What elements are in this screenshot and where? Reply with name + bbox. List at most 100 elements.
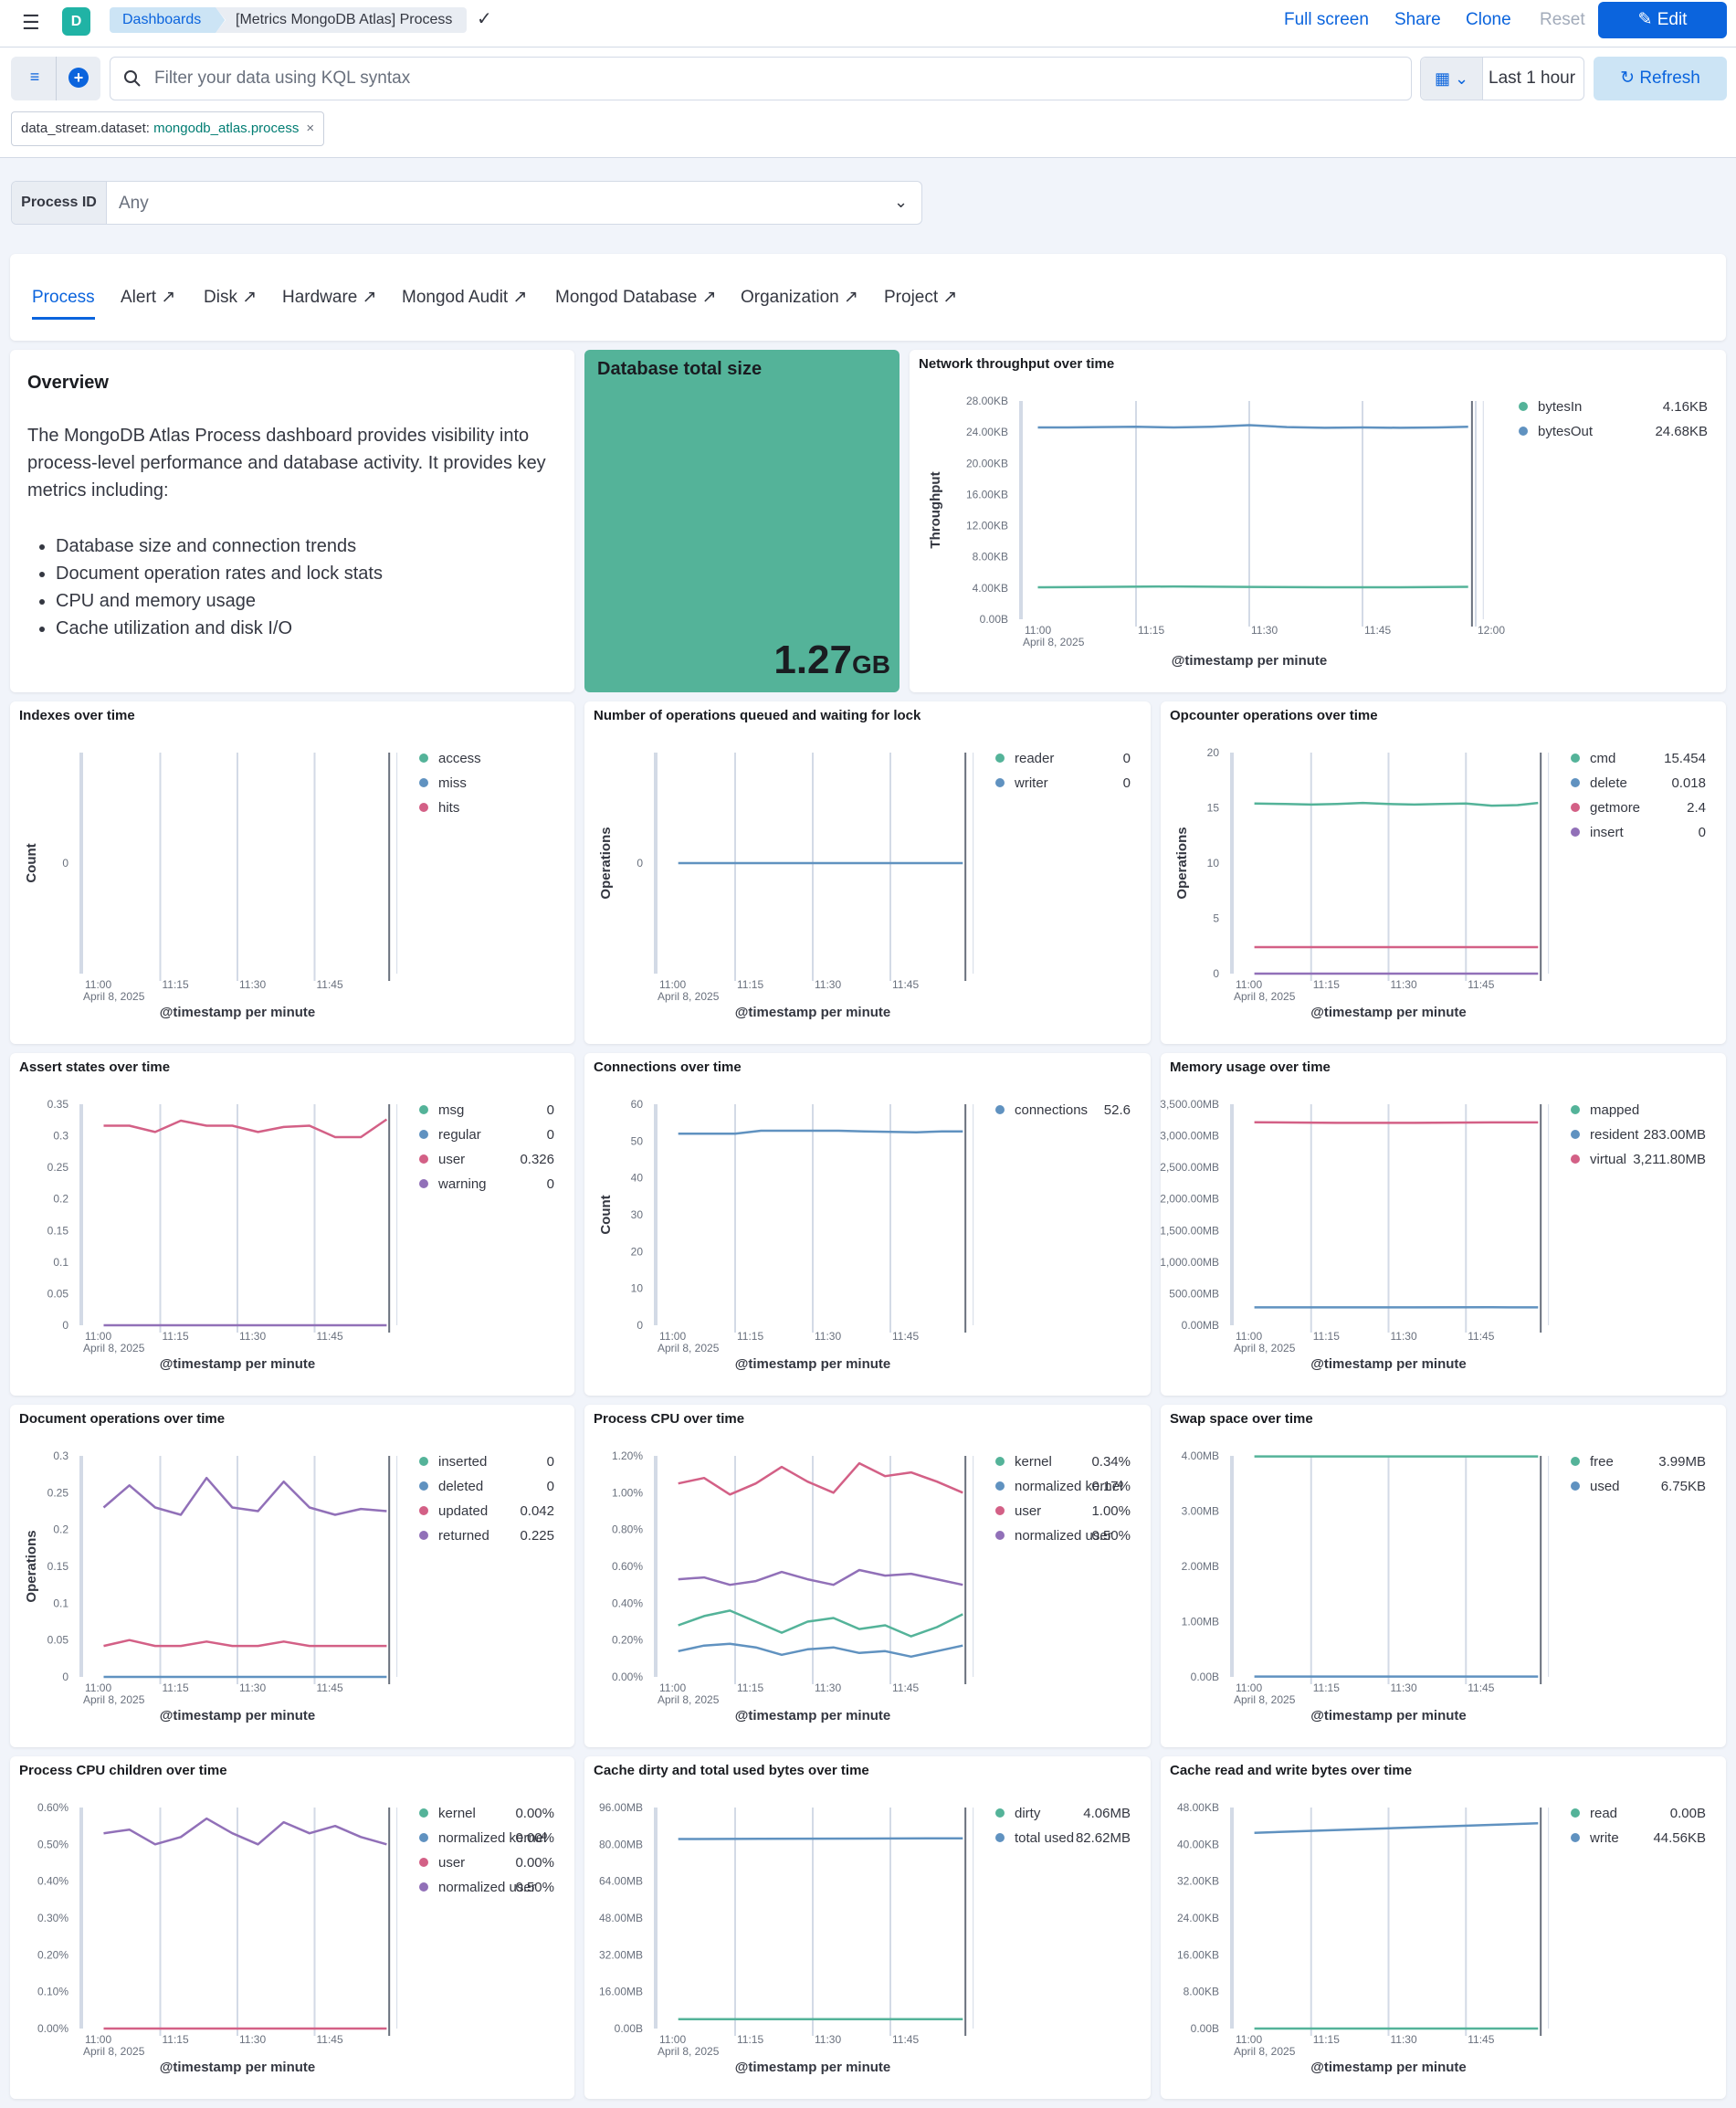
x-tick-label: 11:45 [317, 1330, 343, 1343]
x-tick-label: 11:30 [1391, 1681, 1417, 1694]
legend-label: free [1590, 1454, 1614, 1470]
y-tick-label: 0.60% [37, 1801, 68, 1814]
chart-svg: 11:00 11:15 11:30 11:45 April 8, 2025 0.00B 16… [599, 1801, 1131, 2075]
legend-value: 0.34% [1091, 1454, 1131, 1470]
calendar-icon[interactable]: ▦ ⌄ [1421, 58, 1483, 100]
legend-label: user [1015, 1503, 1041, 1519]
x-tick-label: 11:00 [659, 2033, 686, 2046]
cache-rw-panel: Cache read and write bytes over time 11:0… [1161, 1756, 1726, 2099]
full-screen-link[interactable]: Full screen [1284, 10, 1369, 29]
y-tick-label: 80.00MB [599, 1838, 643, 1850]
kql-search-input[interactable] [154, 65, 1387, 92]
x-tick-label: 11:30 [1391, 2033, 1417, 2046]
x-tick-label: 11:45 [1364, 624, 1391, 637]
tab-process[interactable]: Process [32, 288, 95, 320]
x-axis-title: @timestamp per minute [160, 1005, 316, 1020]
search-icon [124, 70, 141, 87]
chart-svg: 11:00 11:15 11:30 11:45 April 8, 2025 0.00B 8.… [1177, 1801, 1706, 2075]
legend-label: reader [1015, 751, 1054, 766]
breadcrumb-dashboards[interactable]: Dashboards [110, 7, 226, 33]
legend-label: user [438, 1152, 465, 1167]
tab-alert[interactable]: Alert ↗ [121, 287, 175, 309]
y-axis-title: Count [24, 843, 39, 882]
legend-dot [995, 1481, 1005, 1491]
x-tick-label: 11:00 [85, 1681, 111, 1694]
x-tick-label: 11:30 [239, 978, 266, 991]
legend-value: 0.50% [515, 1880, 554, 1895]
metric-value: 1.27GB [773, 638, 890, 683]
legend-dot [1571, 1154, 1580, 1164]
refresh-button[interactable]: ↻ Refresh [1594, 57, 1727, 100]
legend-label: returned [438, 1528, 489, 1544]
tab-project[interactable]: Project ↗ [884, 287, 957, 309]
x-tick-label: 11:00 [1236, 2033, 1262, 2046]
tab-label: Organization [741, 288, 839, 307]
y-tick-label: 50 [631, 1134, 644, 1147]
legend-label: miss [438, 775, 467, 791]
check-icon[interactable]: ✓ [477, 9, 492, 29]
tab-disk[interactable]: Disk ↗ [204, 287, 257, 309]
share-link[interactable]: Share [1394, 10, 1441, 29]
y-tick-label: 1.00% [612, 1486, 643, 1499]
legend-value: 0 [1123, 775, 1131, 791]
legend-label: updated [438, 1503, 488, 1519]
panel-title: Opcounter operations over time [1170, 708, 1378, 723]
chart-svg: 11:00 11:15 11:30 11:45 April 8, 2025 0 0.05 0.… [24, 1449, 554, 1723]
y-tick-label: 0.00B [1191, 2022, 1219, 2035]
filter-pill[interactable]: data_stream.dataset: mongodb_atlas.proce… [11, 111, 325, 146]
x-tick-label: 11:15 [163, 1330, 189, 1343]
legend-value: 0.00% [515, 1830, 554, 1846]
y-tick-label: 0.00MB [1182, 1319, 1219, 1332]
legend-label: insert [1590, 825, 1625, 840]
date-picker[interactable]: ▦ ⌄ Last 1 hour [1420, 57, 1584, 100]
external-link-icon: ↗ [701, 288, 717, 307]
x-date-label: April 8, 2025 [1023, 636, 1085, 648]
filter-menu-icon[interactable]: ≡ [29, 68, 40, 86]
clone-link[interactable]: Clone [1466, 10, 1511, 29]
external-link-icon: ↗ [844, 288, 858, 307]
x-tick-label: 11:00 [85, 1330, 111, 1343]
add-filter-icon[interactable]: + [68, 68, 89, 88]
legend-value: 4.06MB [1083, 1806, 1131, 1821]
legend-label: user [438, 1855, 465, 1871]
process-id-control[interactable]: Process ID Any ⌄ [11, 181, 922, 225]
tab-mongod-database[interactable]: Mongod Database ↗ [555, 287, 716, 309]
menu-icon[interactable]: ☰ [22, 11, 40, 34]
legend-dot [995, 1531, 1005, 1540]
x-date-label: April 8, 2025 [658, 2045, 720, 2058]
database-size-metric: Database total size 1.27GB [584, 350, 900, 692]
tab-mongod-audit[interactable]: Mongod Audit ↗ [402, 287, 527, 309]
y-tick-label: 8.00KB [1184, 1986, 1219, 1998]
x-date-label: April 8, 2025 [658, 1342, 720, 1354]
indexes-panel: Indexes over time 11:00 11:15 11:30 11:45 Apr… [10, 701, 574, 1044]
legend-value: 0.225 [520, 1528, 554, 1544]
edit-button[interactable]: ✎ Edit [1598, 2, 1727, 38]
legend-dot [995, 754, 1005, 763]
x-tick-label: 11:15 [737, 2033, 763, 2046]
x-tick-label: 11:00 [85, 2033, 111, 2046]
y-tick-label: 0.60% [612, 1560, 643, 1573]
x-date-label: April 8, 2025 [83, 990, 145, 1003]
space-avatar[interactable]: D [62, 7, 90, 36]
legend-value: 24.68KB [1655, 424, 1708, 439]
close-icon[interactable]: × [306, 121, 315, 136]
reset-link[interactable]: Reset [1540, 10, 1585, 29]
x-tick-label: 11:45 [892, 1681, 919, 1694]
tab-hardware[interactable]: Hardware ↗ [282, 287, 377, 309]
tab-organization[interactable]: Organization ↗ [741, 287, 858, 309]
series-line-write [1254, 1822, 1539, 1834]
chart-svg: 11:00 11:15 11:30 11:45 April 8, 2025 0 10 20 30… [598, 1098, 1131, 1372]
y-tick-label: 40 [631, 1172, 644, 1185]
tab-label: Mongod Audit [402, 288, 509, 307]
x-tick-label: 11:30 [239, 1330, 266, 1343]
external-link-icon: ↗ [242, 288, 258, 307]
memory-panel: Memory usage over time 11:00 11:15 11:30 11:… [1160, 1053, 1726, 1396]
x-date-label: April 8, 2025 [83, 1693, 145, 1706]
series-line-normalized-kernel [678, 1642, 963, 1659]
x-axis-title: @timestamp per minute [160, 1356, 316, 1372]
y-tick-label: 40.00KB [1177, 1838, 1219, 1850]
cpu-children-panel: Process CPU children over time 11:00 11:15… [10, 1756, 574, 2099]
series-line-connections [678, 1129, 963, 1135]
y-tick-label: 2,500.00MB [1160, 1161, 1219, 1174]
metric-unit: GB [852, 650, 890, 679]
